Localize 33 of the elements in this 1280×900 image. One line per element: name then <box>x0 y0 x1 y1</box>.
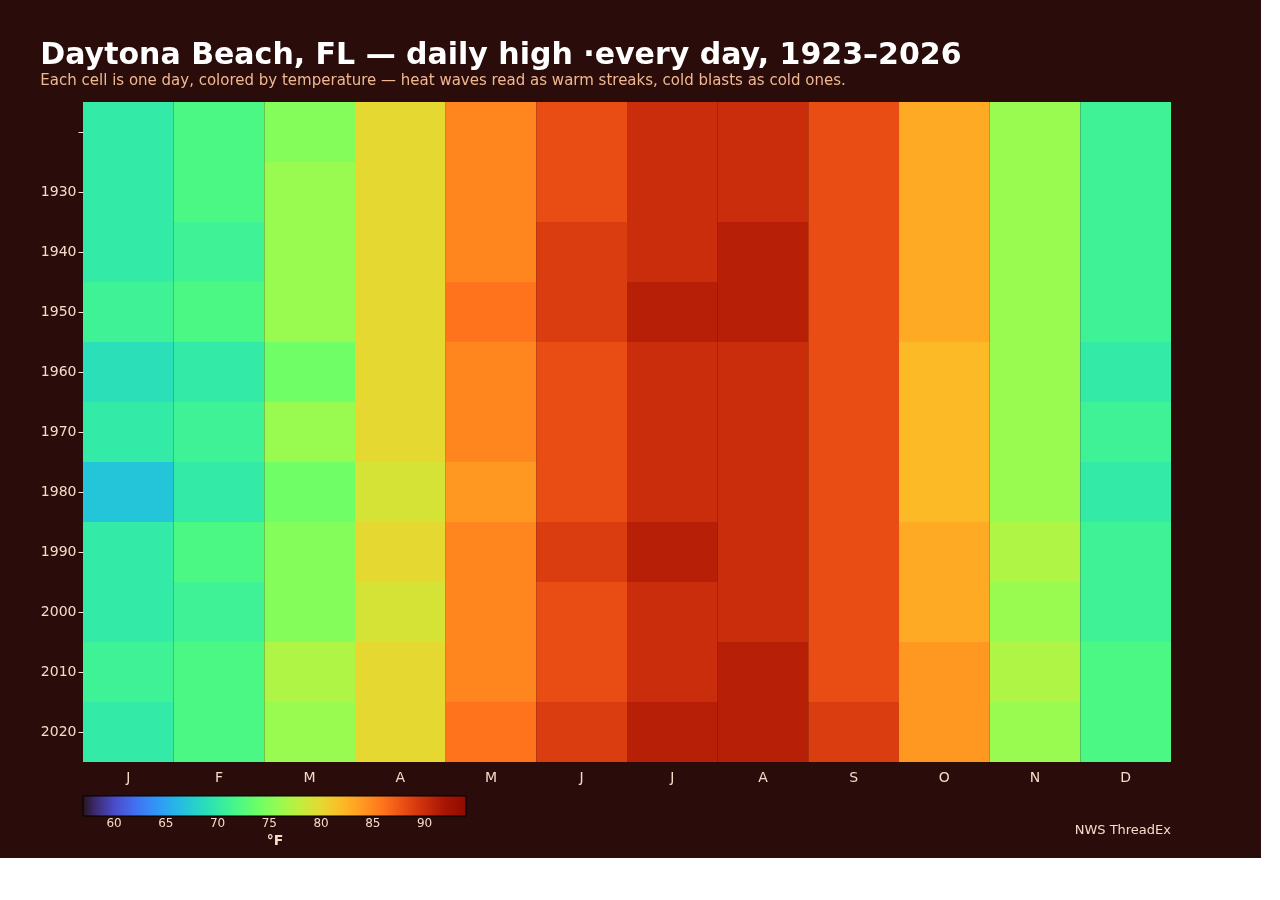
x-tick-label: D <box>1120 768 1132 785</box>
x-tick-label: M <box>303 768 316 785</box>
y-tick-label: 1960 <box>40 363 77 379</box>
y-tick-label: 1980 <box>40 483 77 499</box>
x-tick-label: F <box>214 768 224 785</box>
y-tick-label: 1950 <box>40 303 77 319</box>
color-bar-label: 80 <box>313 816 329 830</box>
color-bar-label: 75 <box>261 816 277 830</box>
x-tick-label: O <box>938 768 950 785</box>
x-tick-label: J <box>125 768 131 785</box>
x-tick-label: A <box>395 768 406 785</box>
x-tick-label: S <box>849 768 859 785</box>
color-bar-label: 65 <box>158 816 174 830</box>
color-bar-label: 90 <box>416 816 433 830</box>
x-tick-label: M <box>484 768 498 785</box>
chart-subtitle: Each cell is one day, colored by temperature — heat waves read as warm streaks, cold blasts as cold ones. <box>40 71 846 89</box>
y-tick-label: 2010 <box>40 663 77 679</box>
x-tick-label: N <box>1029 768 1041 785</box>
x-tick-label: A <box>758 768 769 785</box>
y-tick-label: 1990 <box>40 543 77 559</box>
x-tick-label: J <box>578 768 584 785</box>
color-bar-label: 70 <box>209 816 226 830</box>
text: NWS ThreadEx <box>1074 822 1172 837</box>
y-tick-label: 1940 <box>40 243 77 259</box>
y-tick-label: 1930 <box>40 183 77 199</box>
chart-title: Daytona Beach, FL — daily high ·every day, 1923–2026 <box>40 36 962 71</box>
y-tick-label: 2000 <box>40 603 77 619</box>
color-bar-label: 85 <box>365 816 381 830</box>
y-tick-label: 2020 <box>40 723 77 739</box>
color-bar-label: 60 <box>106 816 122 830</box>
x-tick-label: J <box>669 768 675 785</box>
y-tick-label: 1970 <box>40 423 77 439</box>
color-bar-title: °F <box>266 832 284 848</box>
